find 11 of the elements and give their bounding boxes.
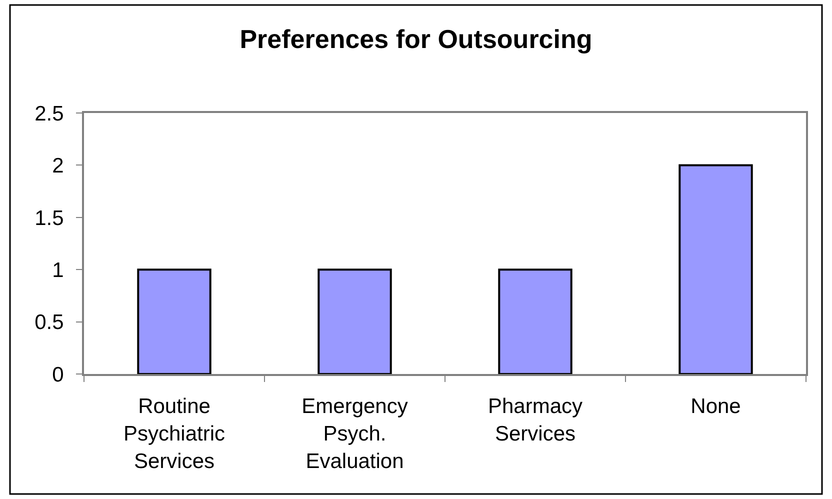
y-tick-label: 1 [52,258,64,282]
x-tick-label: Pharmacy Services [488,395,584,446]
x-tick-label: Routine Psychiatric Services [123,395,226,473]
y-tick-label: 1.5 [34,206,64,230]
y-tick-label: 0 [52,363,64,386]
chart-title: Preferences for Outsourcing [240,24,592,54]
y-tick-label: 0.5 [34,311,64,334]
x-tick-label: None [690,395,741,418]
y-tick-label: 2 [52,154,64,178]
x-tick-label: Emergency Psych. Evaluation [302,395,408,473]
y-tick-label: 2.5 [34,102,64,126]
